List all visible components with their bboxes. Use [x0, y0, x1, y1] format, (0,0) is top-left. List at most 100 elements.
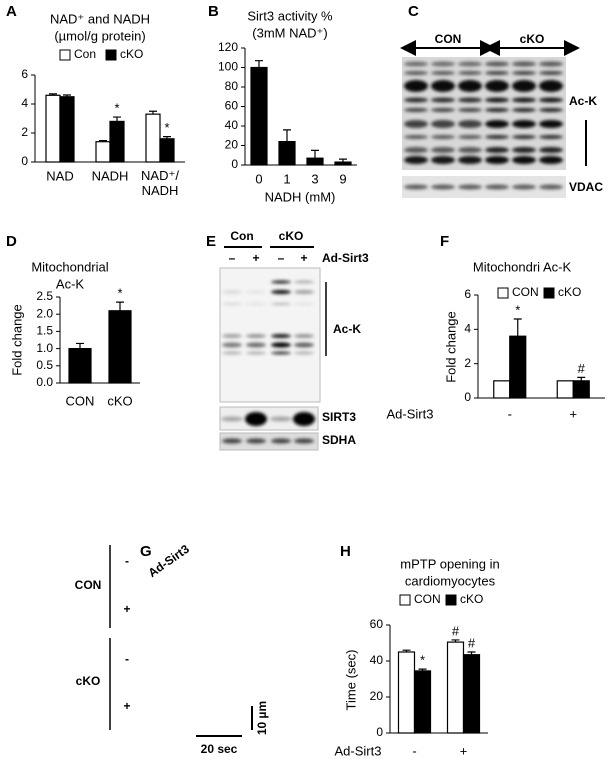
blot-membrane: [402, 176, 566, 198]
band: [294, 342, 314, 348]
band: [539, 135, 563, 139]
blot-membrane: [219, 432, 319, 451]
band: [222, 303, 242, 305]
annotation: *: [515, 302, 520, 317]
group-label: CON: [75, 578, 102, 592]
band: [294, 438, 314, 444]
error-bar: [577, 376, 586, 381]
blot-label: VDAC: [569, 180, 603, 194]
band: [404, 147, 428, 153]
panel-label: C: [408, 3, 419, 20]
annotation: *: [114, 100, 119, 115]
y-tick-label: 20: [225, 138, 239, 152]
band: [485, 184, 509, 190]
y-tick-label: 2: [464, 356, 471, 370]
annotation: *: [117, 286, 122, 301]
legend-swatch: [543, 287, 555, 299]
band: [222, 334, 242, 338]
x-tick-label: cKO: [107, 393, 132, 408]
chart-title: Mitochondri Ac-K: [473, 259, 572, 274]
band: [485, 147, 509, 153]
y-tick-label: 1.5: [36, 324, 53, 338]
panel-label: E: [206, 233, 216, 250]
x-tick-label: -: [508, 406, 512, 421]
band: [222, 342, 242, 348]
band: [404, 120, 428, 128]
panel-label: G: [140, 543, 152, 560]
x-tick-label: NAD⁺/NADH: [141, 168, 179, 198]
band: [485, 156, 509, 164]
x-tick-label: +: [460, 743, 468, 758]
legend-swatch: [59, 49, 71, 61]
label-line: NADH: [142, 183, 179, 198]
band: [512, 184, 536, 190]
band: [294, 351, 314, 355]
sign: +: [300, 251, 307, 265]
scale-label: 20 sec: [201, 742, 238, 756]
bar: [306, 157, 324, 166]
panel-label: A: [6, 3, 17, 20]
bar: [108, 310, 132, 384]
y-tick-label: 100: [218, 60, 238, 74]
bar: [462, 654, 481, 734]
band: [431, 135, 455, 139]
band: [246, 438, 266, 444]
error-bar: [418, 668, 427, 671]
y-tick-label: 0.5: [36, 358, 53, 372]
x-tick-label: -: [412, 743, 416, 758]
annotation: #: [578, 361, 586, 376]
band: [512, 71, 536, 75]
bar: [59, 96, 75, 163]
band: [485, 97, 509, 103]
y-tick-label: 80: [225, 79, 239, 93]
chart-title: Mitochondrial: [31, 259, 108, 274]
band: [271, 438, 291, 444]
band: [539, 156, 563, 164]
band: [512, 108, 536, 112]
band: [512, 135, 536, 139]
y-axis-label: Fold change: [443, 311, 458, 383]
group-label: cKO: [279, 229, 304, 243]
band: [404, 184, 428, 190]
bar: [413, 670, 432, 734]
error-bar: [255, 60, 263, 68]
bar: [109, 120, 125, 163]
error-bar: [513, 318, 522, 337]
x-tick-label: NADH: [92, 168, 129, 183]
blot-membrane: [219, 406, 319, 431]
panel-label: D: [6, 233, 17, 250]
y-tick-label: 4: [464, 322, 471, 336]
band: [404, 71, 428, 75]
legend-swatch: [445, 594, 457, 606]
band: [404, 80, 428, 92]
group-label: Con: [230, 229, 253, 243]
x-tick-label: 0: [255, 171, 262, 186]
band: [222, 351, 242, 355]
band: [222, 290, 242, 294]
band: [431, 97, 455, 103]
error-bar: [149, 110, 157, 115]
y-tick-label: 2.0: [36, 306, 53, 320]
y-tick-label: 0: [376, 725, 383, 739]
legend-label: CON: [414, 592, 441, 606]
band: [539, 120, 563, 128]
bar: [334, 161, 352, 166]
x-tick-label: NAD: [46, 168, 73, 183]
legend-label: CON: [512, 285, 539, 299]
chart-title: NAD⁺ and NADH: [50, 11, 150, 26]
band: [270, 416, 292, 422]
band: [512, 61, 536, 67]
band: [271, 303, 291, 305]
y-tick-label: 40: [225, 118, 239, 132]
band: [293, 412, 315, 426]
bar: [493, 380, 511, 399]
band: [539, 108, 563, 112]
error-bar: [283, 129, 291, 142]
x-axis-label: NADH (mM): [265, 189, 336, 204]
band: [512, 147, 536, 153]
band: [512, 97, 536, 103]
bar: [556, 380, 574, 399]
annotation: #: [452, 623, 460, 638]
legend-label: cKO: [460, 592, 483, 606]
band: [246, 351, 266, 355]
